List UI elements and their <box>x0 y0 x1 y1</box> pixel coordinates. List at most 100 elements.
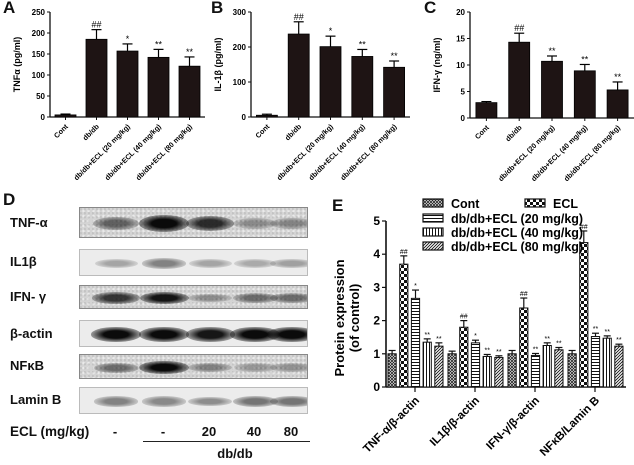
panel-letter-c: C <box>424 0 437 17</box>
legend-label: db/db+ECL (40 mg/kg) <box>451 226 583 240</box>
blot-band <box>188 258 232 269</box>
bar <box>507 353 517 388</box>
significance-mark: ** <box>616 337 622 344</box>
y-tick-label: 10 <box>456 61 465 70</box>
blot-band <box>186 215 234 232</box>
significance-mark: * <box>126 34 130 44</box>
bar <box>351 56 374 118</box>
panel-letter-a: A <box>3 0 16 17</box>
bar <box>606 89 629 119</box>
bar <box>54 114 77 118</box>
blot-row-label: IL1β <box>10 254 37 269</box>
y-tick-label: 0 <box>461 114 466 123</box>
bar <box>614 345 624 388</box>
significance-mark: ** <box>359 39 367 49</box>
bar <box>147 56 170 118</box>
blot-band <box>91 327 141 342</box>
legend-swatch <box>422 227 444 237</box>
bar <box>383 66 406 118</box>
significance-mark: ## <box>294 12 304 22</box>
significance-mark: ** <box>593 326 599 333</box>
panel-letter-d: D <box>3 190 16 209</box>
lane-dose-label: - <box>160 424 166 439</box>
y-tick-label: 300 <box>233 8 247 17</box>
bar <box>482 355 492 388</box>
significance-mark: ** <box>496 349 502 356</box>
bar <box>590 336 601 388</box>
blot-band <box>270 258 307 269</box>
y-axis-label-line1: Protein expression <box>332 259 347 376</box>
significance-mark: ** <box>155 39 163 49</box>
blot-row-label: Lamin B <box>10 392 62 407</box>
significance-mark: ** <box>533 346 539 353</box>
y-tick-label: 15 <box>456 35 465 44</box>
x-tick-label: db/db+ECL (40 mg/kg) <box>307 122 367 182</box>
legend-item: Cont <box>422 197 480 211</box>
lane-dose-label: - <box>112 424 118 439</box>
legend-item: db/db+ECL (40 mg/kg) <box>422 226 583 240</box>
bar <box>459 326 469 388</box>
y-tick-label: 4 <box>373 247 380 261</box>
significance-mark: * <box>474 333 477 340</box>
blot-strip <box>79 249 308 276</box>
bar <box>319 46 342 118</box>
significance-mark: ** <box>436 336 442 343</box>
x-tick-label: IL1β/β-actin <box>428 395 482 449</box>
blot-row-label: NFκB <box>10 358 44 373</box>
x-tick-label: db/db <box>283 122 304 143</box>
legend-label: db/db+ECL (80 mg/kg) <box>451 240 583 254</box>
significance-mark: ## <box>520 291 528 298</box>
blot-strip <box>79 207 308 238</box>
legend-label: Cont <box>451 197 480 211</box>
significance-mark: ## <box>400 249 408 256</box>
y-tick-label: 250 <box>32 8 46 17</box>
blot-strip <box>79 285 308 309</box>
panel-letter-b: B <box>211 0 224 17</box>
y-tick-label: 100 <box>32 71 46 80</box>
y-tick-label: 50 <box>36 92 45 101</box>
chart-tnf-alpha-elisa: 0 50 100 150 200 250 TNFα (pg/ml) Cont ## db/db * d… <box>12 8 205 182</box>
legend-label: ECL <box>553 197 578 211</box>
blot-band <box>188 362 232 373</box>
y-axis-label-line2: (of control) <box>347 284 362 353</box>
significance-mark: ## <box>460 314 468 321</box>
y-tick-label: 0 <box>373 380 380 394</box>
y-axis-label: IFN-γ (ng/ml) <box>432 38 442 93</box>
bar <box>602 337 612 388</box>
blot-band <box>139 360 189 375</box>
blot-band <box>185 327 235 342</box>
blot-band <box>139 214 189 233</box>
x-tick-label: db/db+ECL (80 mg/kg) <box>338 122 398 182</box>
x-tick-label: db/db+ECL (20 mg/kg) <box>72 122 132 182</box>
significance-mark: * <box>329 26 333 36</box>
legend-item: ECL <box>524 197 578 211</box>
significance-mark: ## <box>91 20 101 30</box>
blot-row-label: β-actin <box>10 326 53 341</box>
bar <box>287 33 310 118</box>
bar <box>567 353 577 388</box>
blot-band <box>267 327 307 342</box>
y-axis-label: IL-1β (pg/ml) <box>213 38 223 92</box>
x-tick-label: db/db+ECL (20 mg/kg) <box>496 123 556 183</box>
x-tick-label: TNF-α/β-actin <box>361 395 422 456</box>
blot-band <box>269 396 307 407</box>
bar <box>470 342 481 388</box>
x-tick-label: Cont <box>473 123 491 141</box>
blot-strip <box>79 354 308 379</box>
x-tick-label: db/db+ECL (80 mg/kg) <box>562 123 622 183</box>
significance-mark: * <box>414 283 417 290</box>
y-tick-label: 100 <box>233 78 247 87</box>
significance-mark: ** <box>424 332 430 339</box>
bar <box>256 114 278 118</box>
legend-label: db/db+ECL (20 mg/kg) <box>451 212 583 226</box>
blot-band <box>233 217 277 229</box>
x-tick-label: Cont <box>52 122 70 140</box>
significance-mark: ** <box>581 54 589 64</box>
group-label: db/db <box>217 446 253 461</box>
blot-band <box>188 293 232 303</box>
chart-ifn-gamma-elisa: 0 5 10 15 20 IFN-γ (ng/ml) Cont ## db/db ** db/db+… <box>432 8 634 183</box>
y-tick-label: 5 <box>461 88 466 97</box>
x-tick-label: Cont <box>253 122 271 140</box>
blot-band <box>139 291 189 305</box>
